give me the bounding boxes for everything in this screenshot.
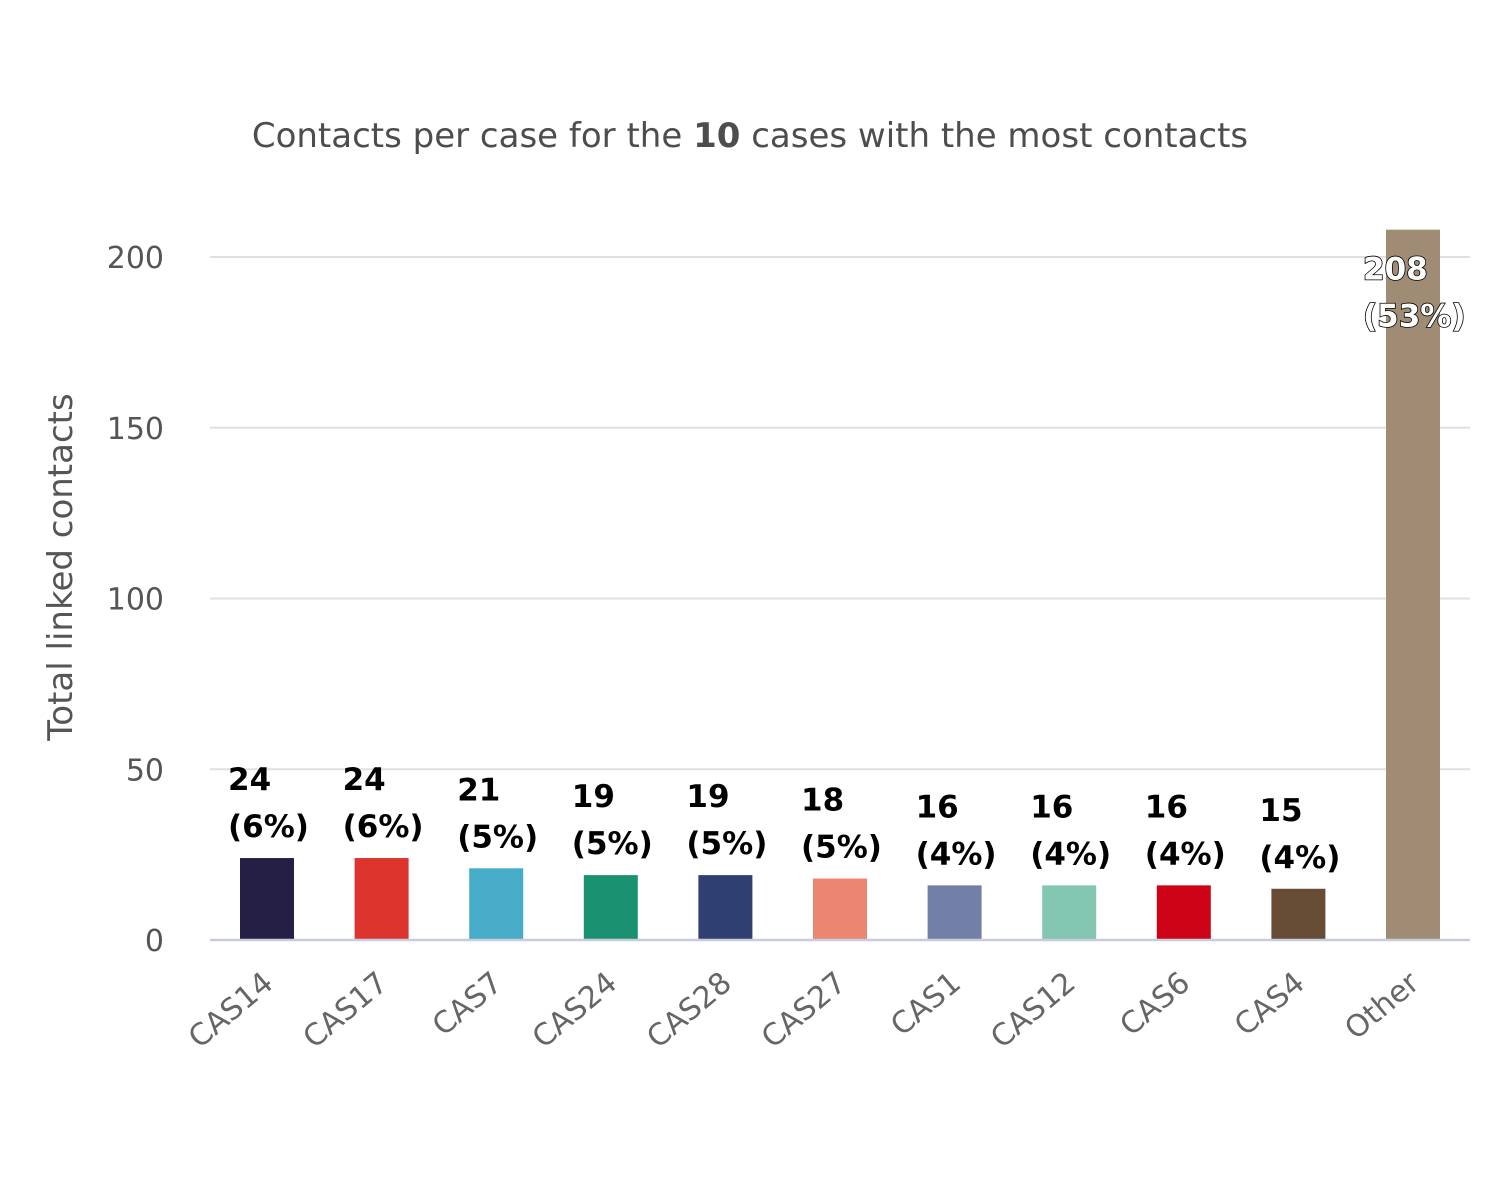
data-label-value: 208 <box>1363 252 1428 288</box>
data-label-percent: (6%) <box>228 809 309 845</box>
bar-cas27 <box>813 878 867 940</box>
x-tick-label: CAS6 <box>1113 965 1196 1043</box>
bar-other <box>1386 229 1440 940</box>
data-label-percent: (4%) <box>1145 836 1226 872</box>
data-label-value: 24 <box>343 762 386 798</box>
x-tick-label: CAS12 <box>984 965 1082 1055</box>
chart-title-part-2: 10 <box>693 116 740 156</box>
data-label-percent: (4%) <box>1030 836 1111 872</box>
x-tick-label: CAS4 <box>1228 965 1311 1043</box>
bar-cas4 <box>1271 888 1326 940</box>
x-axis-ticks: CAS14 CAS17 CAS7 CAS24 CAS28 CAS27 CAS1 CAS12 CA… <box>182 965 1427 1056</box>
data-label-percent: (5%) <box>801 830 882 866</box>
data-label-value: 21 <box>457 772 500 808</box>
y-axis-ticks: 0 50 100 150 200 <box>107 241 164 959</box>
data-label-value: 19 <box>572 779 615 815</box>
y-tick-label: 50 <box>126 753 164 788</box>
bar-cas1 <box>927 885 982 940</box>
gridlines <box>210 256 1470 771</box>
data-label-value: 15 <box>1259 793 1302 829</box>
data-label-percent: (4%) <box>916 836 997 872</box>
data-label-value: 16 <box>1030 789 1073 825</box>
data-labels: 24 (6%) 24 (6%) 21 (5%) 19 (5%) 19 (5%) 18 (5%) 16 (4… <box>228 251 1466 876</box>
data-label-percent: (4%) <box>1259 840 1340 876</box>
data-label-percent: (6%) <box>343 809 424 845</box>
x-tick-label: CAS24 <box>526 965 624 1055</box>
y-tick-label: 100 <box>107 583 164 618</box>
data-label-value: 19 <box>686 779 729 815</box>
y-tick-label: 150 <box>107 412 164 447</box>
x-tick-label: Other <box>1338 965 1426 1047</box>
x-tick-label: CAS27 <box>755 965 853 1055</box>
data-label-value: 24 <box>228 762 271 798</box>
bar-cas12 <box>1042 885 1097 940</box>
chart-title-part-1: Contacts per case for the <box>252 116 693 156</box>
x-tick-label: CAS14 <box>182 965 280 1055</box>
x-tick-label: CAS1 <box>884 965 967 1043</box>
data-label-percent: (5%) <box>686 826 767 862</box>
data-label-percent: (5%) <box>457 819 538 855</box>
bar-cas28 <box>698 875 753 940</box>
y-tick-label: 200 <box>107 241 164 276</box>
data-label-percent: (53%) <box>1363 299 1466 335</box>
data-label-value: 16 <box>916 789 959 825</box>
chart-title: Contacts per case for the 10 cases with … <box>252 116 1248 156</box>
data-label-value: 18 <box>801 783 844 819</box>
y-tick-label: 0 <box>145 924 164 959</box>
x-tick-label: CAS7 <box>426 965 509 1043</box>
bars <box>240 229 1440 940</box>
bar-cas6 <box>1156 885 1211 940</box>
bar-cas14 <box>240 858 294 940</box>
bar-cas7 <box>469 868 524 940</box>
data-label-percent: (5%) <box>572 826 653 862</box>
chart-title-part-3: cases with the most contacts <box>740 116 1248 156</box>
bar-cas24 <box>583 875 638 940</box>
y-axis-label: Total linked contacts <box>41 393 81 741</box>
x-tick-label: CAS28 <box>640 965 738 1055</box>
bar-cas17 <box>354 858 409 940</box>
x-tick-label: CAS17 <box>297 965 395 1055</box>
data-label-value: 16 <box>1145 789 1188 825</box>
